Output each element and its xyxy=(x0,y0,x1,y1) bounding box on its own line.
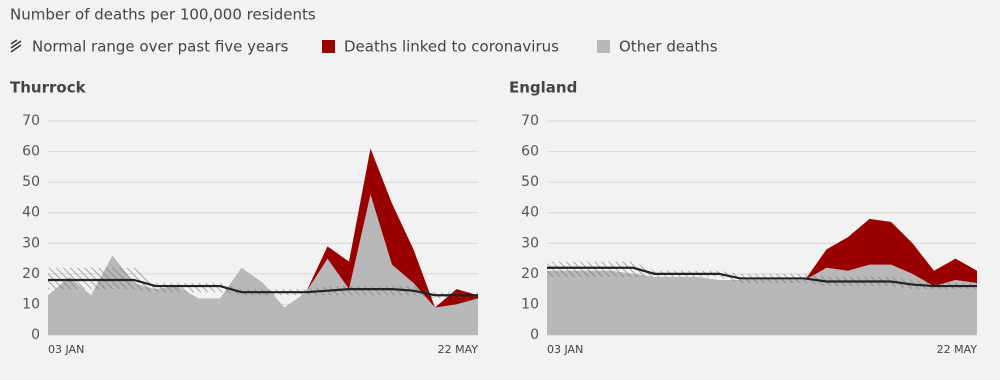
x-tick-label: 22 MAY xyxy=(438,343,479,356)
y-tick-label: 10 xyxy=(521,296,539,312)
y-tick-label: 20 xyxy=(521,266,539,282)
y-tick-label: 70 xyxy=(521,113,539,129)
y-tick-label: 10 xyxy=(22,296,40,312)
y-tick-label: 50 xyxy=(22,174,40,190)
legend-swatch xyxy=(322,40,335,53)
x-tick-label: 22 MAY xyxy=(937,343,978,356)
average-line xyxy=(547,266,977,288)
chart-title: England xyxy=(509,79,577,97)
y-tick-label: 30 xyxy=(521,235,539,251)
y-tick-label: 30 xyxy=(22,235,40,251)
average-line xyxy=(48,278,478,297)
area-other xyxy=(48,194,478,335)
legend-label: Other deaths xyxy=(619,38,718,56)
legend: Normal range over past five years Deaths… xyxy=(10,38,718,56)
y-tick-label: 0 xyxy=(530,327,539,343)
x-tick-label: 03 JAN xyxy=(48,343,84,356)
y-tick-label: 40 xyxy=(22,205,40,221)
area-covid xyxy=(547,218,977,287)
y-tick-label: 50 xyxy=(521,174,539,190)
y-tick-label: 60 xyxy=(22,144,40,160)
y-tick-label: 70 xyxy=(22,113,40,129)
legend-label: Deaths linked to coronavirus xyxy=(344,38,559,56)
y-tick-label: 60 xyxy=(521,144,539,160)
area-covid xyxy=(48,148,478,308)
hatch-icon xyxy=(10,39,22,53)
legend-swatch xyxy=(597,40,610,53)
x-tick-label: 03 JAN xyxy=(547,343,583,356)
y-tick-label: 40 xyxy=(521,205,539,221)
y-tick-label: 20 xyxy=(22,266,40,282)
legend-label: Normal range over past five years xyxy=(32,38,289,56)
y-tick-label: 0 xyxy=(31,327,40,343)
chart-title: Thurrock xyxy=(10,79,87,97)
page-title: Number of deaths per 100,000 residents xyxy=(10,6,316,24)
normal-range-band xyxy=(48,267,478,299)
